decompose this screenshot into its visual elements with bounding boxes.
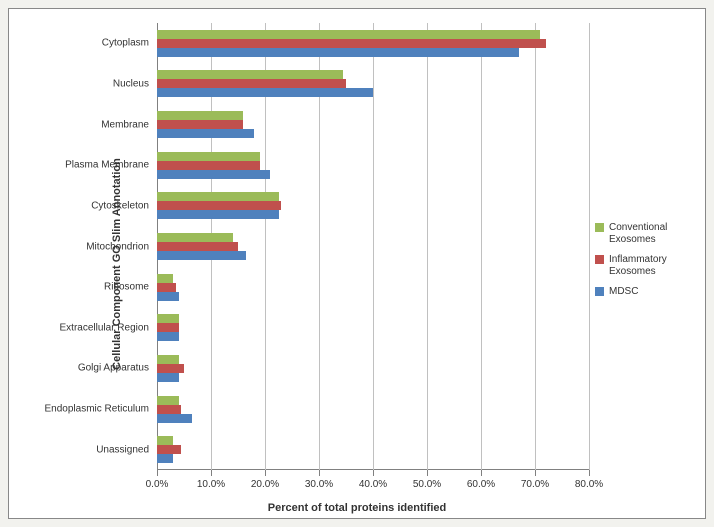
bar: [157, 414, 192, 423]
bar: [157, 111, 243, 120]
legend-item: MDSC: [595, 286, 701, 298]
x-tick: [211, 470, 212, 476]
y-tick-label: Mitochondrion: [86, 241, 149, 252]
bar: [157, 201, 281, 210]
x-tick-label: 20.0%: [251, 479, 279, 490]
x-tick: [427, 470, 428, 476]
bar: [157, 292, 179, 301]
x-tick-label: 10.0%: [197, 479, 225, 490]
y-tick-label: Ribosome: [104, 282, 149, 293]
x-tick: [265, 470, 266, 476]
bar: [157, 405, 181, 414]
plot-area: 0.0%10.0%20.0%30.0%40.0%50.0%60.0%70.0%8…: [157, 23, 589, 470]
bar: [157, 283, 176, 292]
bar: [157, 30, 540, 39]
y-tick-label: Membrane: [101, 119, 149, 130]
bar: [157, 48, 519, 57]
bar: [157, 210, 279, 219]
bar: [157, 88, 373, 97]
legend-item: Inflammatory Exosomes: [595, 254, 701, 278]
gridline: [589, 23, 590, 470]
x-tick-label: 50.0%: [413, 479, 441, 490]
bar: [157, 396, 179, 405]
bar: [157, 251, 246, 260]
y-tick-label: Nucleus: [113, 78, 149, 89]
bar: [157, 445, 181, 454]
gridline: [427, 23, 428, 470]
bar: [157, 170, 270, 179]
legend-swatch: [595, 255, 604, 264]
legend-item: Conventional Exosomes: [595, 222, 701, 246]
bar: [157, 332, 179, 341]
bar: [157, 323, 179, 332]
y-tick-label: Golgi Apparatus: [78, 363, 149, 374]
gridline: [373, 23, 374, 470]
legend-label: Inflammatory Exosomes: [609, 254, 701, 278]
legend-label: Conventional Exosomes: [609, 222, 701, 246]
y-axis-title: Cellular Component GO Slim Annotation: [111, 158, 123, 370]
bar: [157, 314, 179, 323]
x-tick: [481, 470, 482, 476]
legend-label: MDSC: [609, 286, 638, 298]
gridline: [481, 23, 482, 470]
x-axis-title: Percent of total proteins identified: [9, 502, 705, 514]
x-tick: [589, 470, 590, 476]
y-tick-label: Cytoskeleton: [91, 200, 149, 211]
y-tick-label: Endoplasmic Reticulum: [45, 404, 150, 415]
chart-container: Cellular Component GO Slim Annotation Pe…: [0, 0, 714, 527]
bar: [157, 39, 546, 48]
bar: [157, 233, 233, 242]
chart-frame: Cellular Component GO Slim Annotation Pe…: [8, 8, 706, 519]
y-tick-label: Plasma Membrane: [65, 160, 149, 171]
bar: [157, 274, 173, 283]
x-tick: [373, 470, 374, 476]
legend-swatch: [595, 223, 604, 232]
bar: [157, 161, 260, 170]
x-tick-label: 60.0%: [467, 479, 495, 490]
x-tick-label: 0.0%: [146, 479, 169, 490]
x-tick-label: 80.0%: [575, 479, 603, 490]
bar: [157, 242, 238, 251]
y-tick-label: Unassigned: [96, 444, 149, 455]
bar: [157, 364, 184, 373]
legend: Conventional Exosomes Inflammatory Exosom…: [595, 222, 701, 306]
x-tick: [319, 470, 320, 476]
legend-swatch: [595, 287, 604, 296]
bar: [157, 79, 346, 88]
bar: [157, 436, 173, 445]
bar: [157, 373, 179, 382]
x-tick: [535, 470, 536, 476]
y-tick-label: Extracellular Region: [60, 322, 150, 333]
bar: [157, 355, 179, 364]
x-tick-label: 70.0%: [521, 479, 549, 490]
bar: [157, 192, 279, 201]
x-tick: [157, 470, 158, 476]
bar: [157, 152, 260, 161]
bar: [157, 120, 243, 129]
bar: [157, 454, 173, 463]
x-tick-label: 40.0%: [359, 479, 387, 490]
bar: [157, 129, 254, 138]
gridline: [535, 23, 536, 470]
bar: [157, 70, 343, 79]
y-tick-label: Cytoplasm: [102, 38, 149, 49]
x-tick-label: 30.0%: [305, 479, 333, 490]
